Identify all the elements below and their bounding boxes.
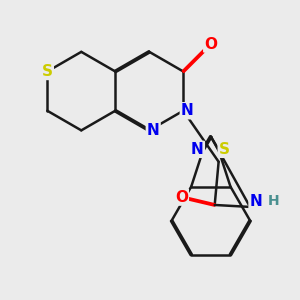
Text: S: S (42, 64, 53, 79)
Text: N: N (147, 123, 160, 138)
Text: N: N (250, 194, 262, 208)
Text: N: N (181, 103, 194, 118)
Text: O: O (204, 37, 217, 52)
Text: N: N (191, 142, 204, 157)
Text: S: S (219, 142, 230, 157)
Text: H: H (268, 194, 279, 208)
Text: O: O (175, 190, 188, 205)
